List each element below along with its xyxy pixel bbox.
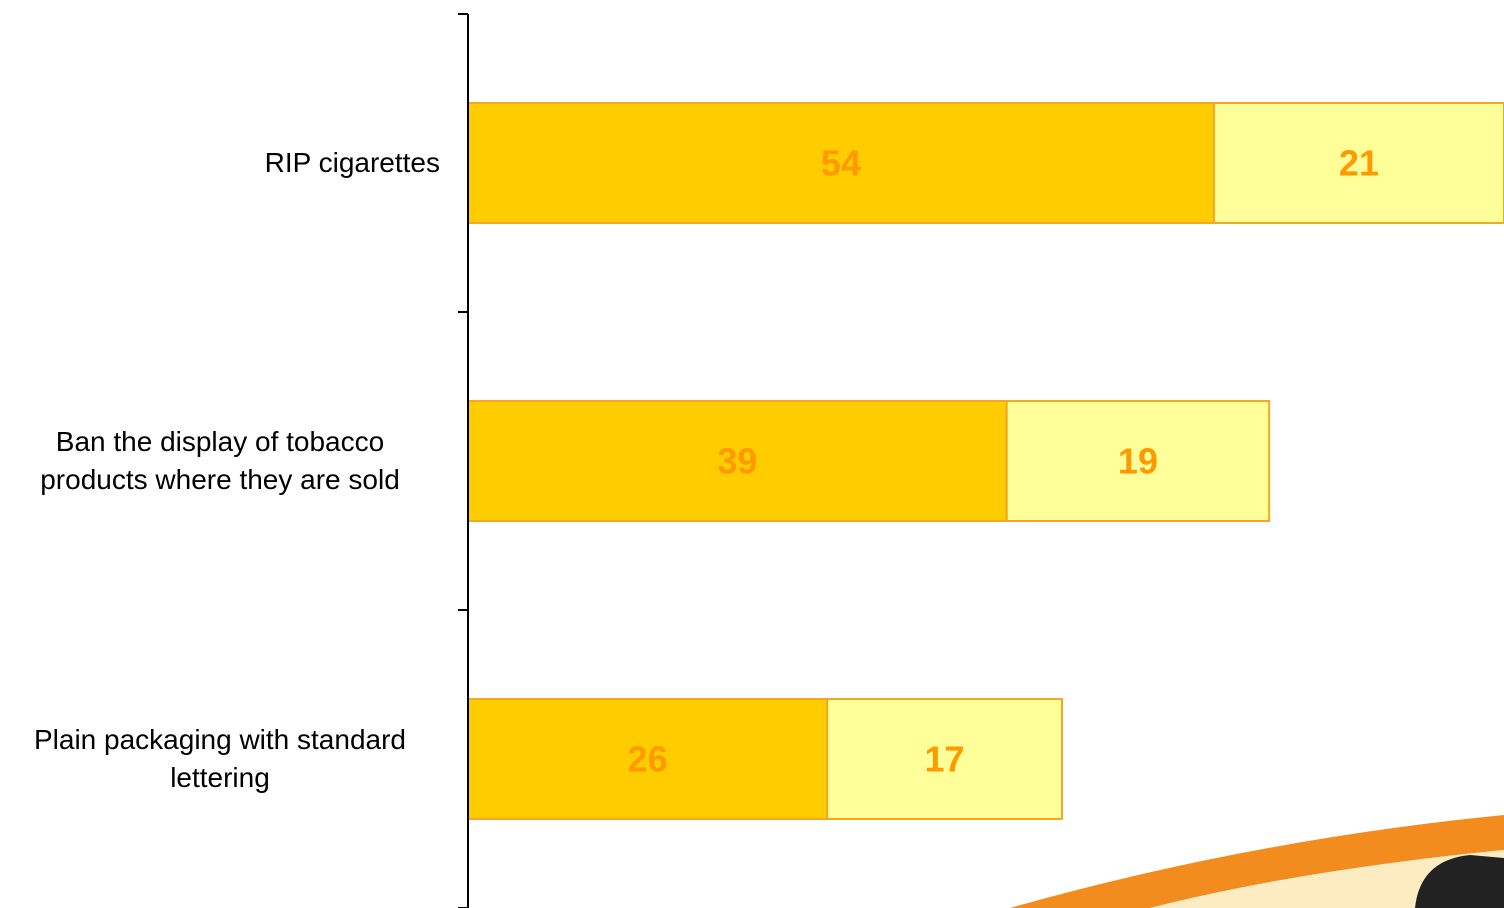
bar-segment [1005, 400, 1271, 522]
category-label: RIP cigarettes [264, 147, 440, 178]
plot: 54 21 39 19 26 17 [467, 102, 1504, 820]
dark-shape [1415, 855, 1504, 908]
value-label: 17 [925, 739, 965, 780]
bar-segment [467, 102, 1215, 224]
swoosh-fill [1150, 850, 1504, 908]
swoosh [1010, 815, 1504, 908]
bar-segment [826, 698, 1063, 820]
value-label: 39 [717, 441, 757, 482]
value-label: 26 [628, 739, 668, 780]
value-label: 21 [1339, 143, 1379, 184]
bar-segment [1212, 102, 1504, 224]
value-label: 54 [821, 143, 861, 184]
category-label: Ban the display of tobacco products wher… [40, 426, 400, 495]
decoration [1010, 815, 1504, 908]
value-label: 19 [1118, 441, 1158, 482]
category-label: Plain packaging with standard lettering [33, 724, 406, 793]
